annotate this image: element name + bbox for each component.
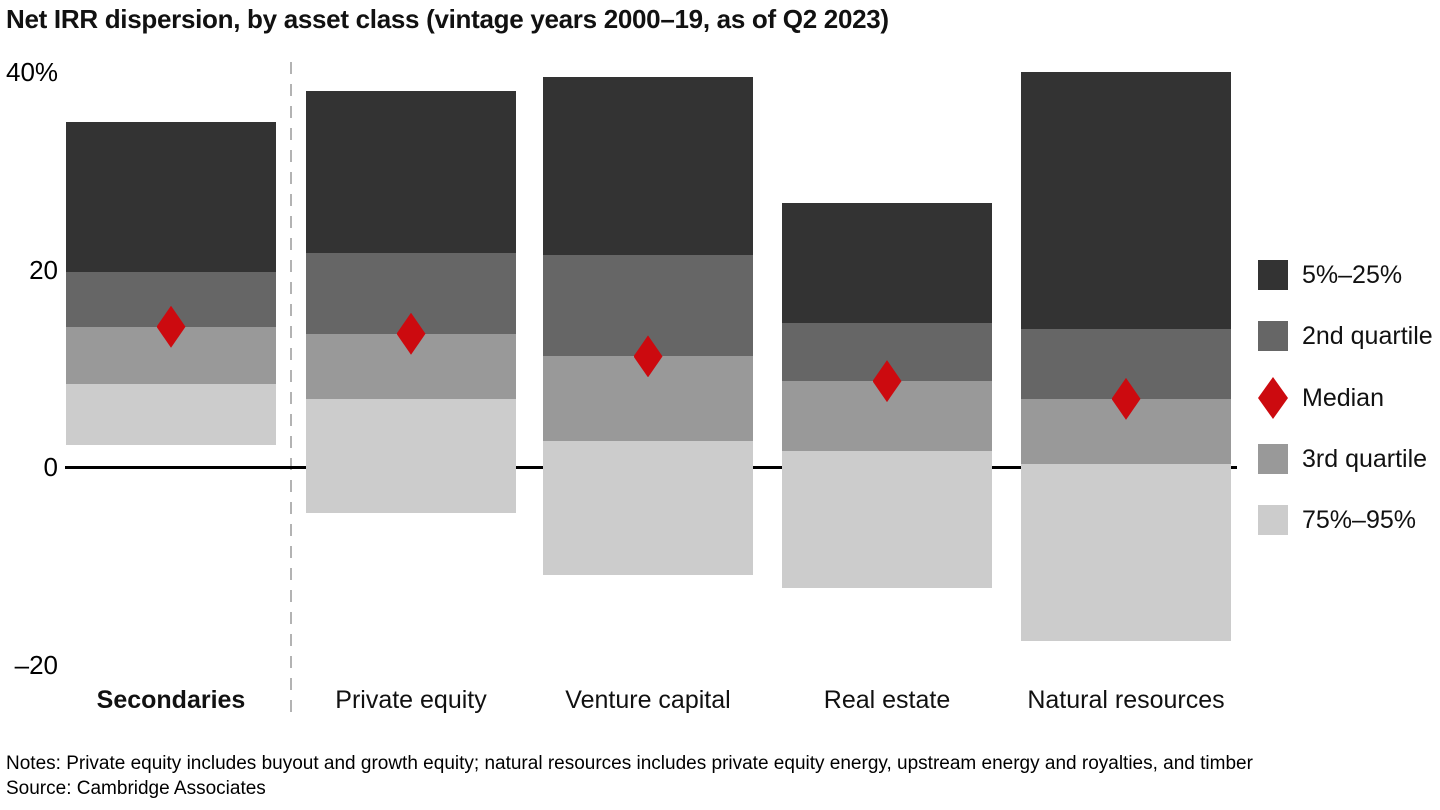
footnotes: Notes: Private equity includes buyout an…	[6, 751, 1436, 801]
legend-swatch-band-2nd	[1258, 321, 1288, 351]
y-tick-40: 40%	[6, 57, 59, 87]
legend-item-band-5-25: 5%–25%	[1258, 253, 1402, 297]
bar-segment-p75-p95-secondaries	[66, 384, 276, 446]
category-label-secondaries: Secondaries	[96, 686, 246, 714]
category-label-real-estate: Real estate	[823, 686, 951, 714]
y-tick-0: 0	[43, 452, 58, 482]
legend-label-band-5-25: 5%–25%	[1302, 260, 1403, 289]
legend-item-band-2nd: 2nd quartile	[1258, 314, 1433, 358]
legend-median-diamond-icon	[1258, 377, 1288, 419]
bar-segment-p5-p25-real-estate	[782, 203, 992, 323]
bar-segment-p5-p25-venture-capital	[543, 76, 753, 255]
bar-segment-p5-p25-private-equity	[306, 90, 516, 253]
legend-label-band-2nd: 2nd quartile	[1302, 321, 1433, 350]
bar-segment-p5-p25-secondaries	[66, 122, 276, 273]
notes-line: Notes: Private equity includes buyout an…	[6, 753, 1253, 774]
y-tick-20: 20	[29, 254, 58, 285]
bar-segment-p75-p95-private-equity	[306, 398, 516, 514]
category-label-venture-capital: Venture capital	[565, 686, 731, 714]
legend-label-band-75-95: 75%–95%	[1302, 505, 1416, 534]
legend-swatch-band-5-25	[1258, 260, 1288, 290]
legend-swatch-band-3rd	[1258, 444, 1288, 474]
bar-segment-p75-p95-venture-capital	[543, 441, 753, 575]
legend-swatch-band-75-95	[1258, 505, 1288, 535]
chart-title: Net IRR dispersion, by asset class (vint…	[6, 4, 889, 34]
legend-label-band-3rd: 3rd quartile	[1302, 444, 1428, 473]
legend-label-median: Median	[1302, 383, 1384, 412]
legend: 5%–25% 2nd quartile Median 3rd quartile 75%–…	[1258, 0, 1440, 600]
legend-item-band-3rd: 3rd quartile	[1258, 437, 1427, 481]
y-tick--20: –20	[14, 649, 58, 680]
category-label-natural-resources: Natural resources	[1027, 686, 1225, 714]
legend-item-median: Median	[1258, 376, 1384, 420]
bar-segment-p75-p95-natural-resources	[1021, 464, 1231, 641]
bar-segment-p5-p25-natural-resources	[1021, 72, 1231, 329]
category-label-private-equity: Private equity	[335, 686, 487, 714]
legend-item-band-75-95: 75%–95%	[1258, 498, 1416, 542]
bar-segment-p75-p95-real-estate	[782, 451, 992, 589]
secondaries-divider-dashed-line	[290, 62, 292, 718]
source-line: Source: Cambridge Associates	[6, 778, 266, 799]
